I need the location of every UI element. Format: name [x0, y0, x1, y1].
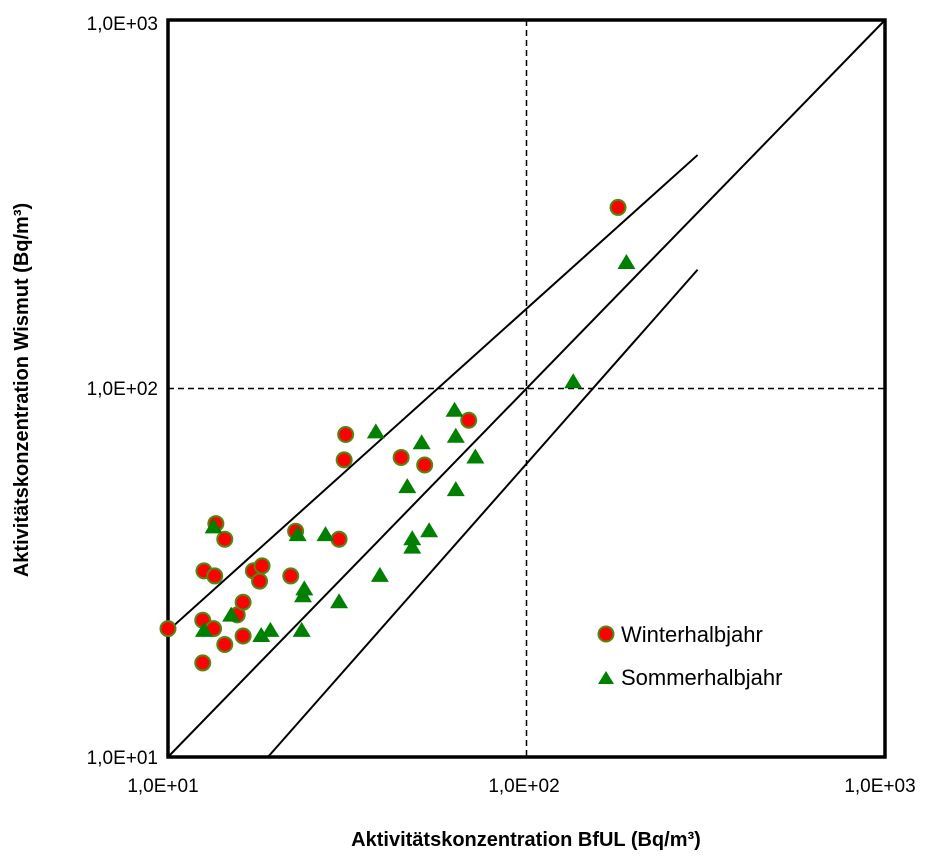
reference-line-1	[167, 154, 699, 632]
winter-point	[234, 627, 252, 645]
winter-point	[251, 572, 269, 590]
summer-point	[420, 522, 439, 538]
winter-point	[216, 530, 234, 548]
winter-point	[206, 567, 224, 585]
winter-point	[335, 451, 353, 469]
y-axis-title: Aktivitätskonzentration Wismut (Bq/m³)	[11, 203, 33, 577]
summer-point	[403, 538, 422, 554]
reference-lines	[167, 19, 886, 758]
summer-point	[252, 626, 271, 642]
winter-point	[460, 411, 478, 429]
series-winterhalbjahr	[159, 198, 627, 672]
winter-point	[282, 567, 300, 585]
reference-line-2	[167, 19, 886, 758]
summer-point	[288, 526, 307, 542]
series-sommerhalbjahr	[194, 254, 636, 642]
summer-point	[316, 526, 335, 542]
summer-point	[412, 434, 431, 450]
winter-point	[194, 654, 212, 672]
summer-point	[330, 593, 349, 609]
winter-point	[392, 448, 410, 466]
summer-point	[466, 448, 485, 464]
summer-point	[403, 530, 422, 546]
summer-point	[261, 621, 280, 637]
summer-point	[445, 401, 464, 417]
x-axis-title: Aktivitätskonzentration BfUL (Bq/m³)	[351, 829, 701, 851]
legend-marker-winterhalbjahr	[597, 625, 615, 643]
summer-point	[204, 518, 223, 534]
summer-point	[295, 580, 314, 596]
x-tick-label-10: 1,0E+01	[127, 776, 198, 797]
summer-point	[446, 481, 465, 497]
summer-point	[398, 478, 417, 494]
legend-marker-sommerhalbjahr	[598, 671, 614, 684]
winter-point	[216, 635, 234, 653]
winter-point	[609, 198, 627, 216]
winter-point	[330, 530, 348, 548]
summer-point	[446, 427, 465, 443]
winter-point	[416, 456, 434, 474]
x-tick-label-100: 1,0E+02	[488, 776, 559, 797]
x-tick-label-1000: 1,0E+03	[844, 776, 915, 797]
legend-label-winterhalbjahr: Winterhalbjahr	[621, 622, 763, 647]
y-tick-label-100: 1,0E+02	[87, 379, 158, 400]
summer-point	[222, 606, 241, 622]
winter-point	[234, 593, 252, 611]
y-tick-label-10: 1,0E+01	[87, 748, 158, 769]
summer-point	[194, 621, 213, 637]
summer-point	[292, 621, 311, 637]
winter-point	[159, 620, 177, 638]
winter-point	[253, 557, 271, 575]
summer-point	[366, 423, 385, 439]
reference-line-3	[267, 269, 699, 758]
winter-point	[337, 426, 355, 444]
legend-label-sommerhalbjahr: Sommerhalbjahr	[621, 665, 782, 690]
legend: Winterhalbjahr Sommerhalbjahr	[597, 622, 782, 690]
y-tick-label-1000: 1,0E+03	[87, 14, 158, 35]
summer-point	[564, 373, 583, 389]
summer-point	[370, 566, 389, 582]
summer-point	[617, 254, 636, 270]
